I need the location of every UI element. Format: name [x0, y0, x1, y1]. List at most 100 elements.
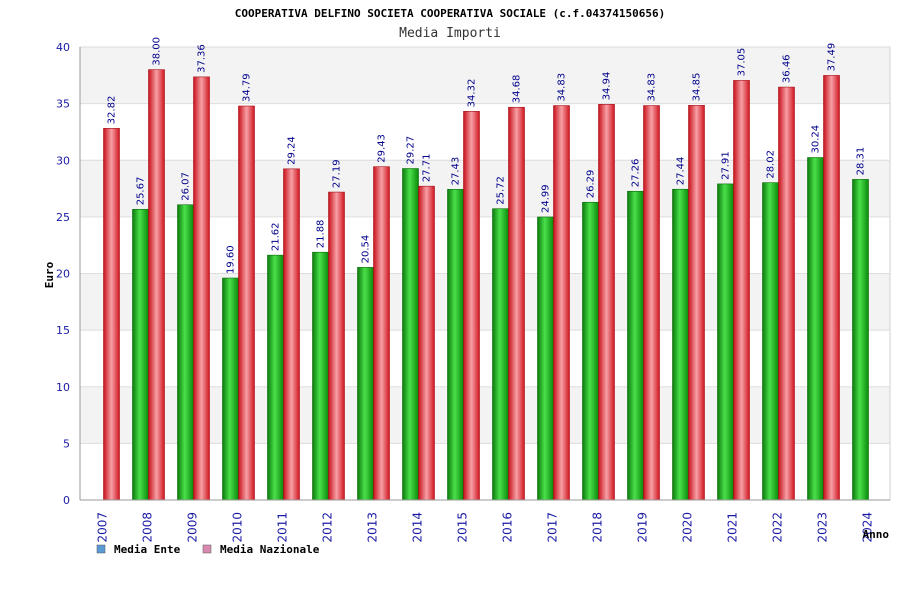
data-label: 32.82: [107, 96, 118, 125]
data-label: 29.27: [406, 136, 417, 165]
bar-media-ente: [312, 251, 329, 501]
bar-media-nazionale: [463, 111, 480, 501]
plot-band: [80, 216, 890, 274]
bar-media-nazionale: [733, 80, 750, 501]
x-tick-label: 2017: [546, 512, 560, 543]
x-tick-label: 2023: [816, 512, 830, 543]
x-tick-label: 2010: [231, 512, 245, 543]
plot-band: [80, 443, 890, 500]
y-axis-label: Euro: [43, 261, 56, 288]
bar-media-nazionale: [553, 105, 570, 501]
data-label: 21.62: [271, 223, 282, 252]
data-label: 26.29: [586, 170, 597, 199]
bar-media-ente: [357, 267, 374, 501]
y-tick-label: 35: [56, 98, 70, 111]
data-label: 27.91: [721, 151, 732, 180]
bar-media-nazionale: [508, 106, 525, 501]
data-label: 34.68: [512, 75, 523, 104]
plot-band: [80, 330, 890, 387]
y-tick-label: 30: [56, 154, 70, 167]
bar-media-ente: [762, 182, 779, 501]
x-tick-label: 2007: [96, 512, 110, 543]
data-label: 27.44: [676, 157, 687, 186]
y-tick-label: 10: [56, 381, 70, 394]
bar-media-ente: [717, 183, 734, 501]
bar-media-ente: [807, 157, 824, 501]
bar-media-nazionale: [238, 105, 255, 501]
y-tick-label: 25: [56, 211, 70, 224]
chart-subtitle: Media Importi: [399, 26, 501, 41]
plot-band: [80, 47, 890, 104]
data-label: 36.46: [782, 54, 793, 83]
data-label: 34.32: [467, 79, 478, 108]
x-tick-label: 2024: [861, 512, 875, 543]
bar-media-ente: [492, 208, 509, 501]
data-label: 25.72: [496, 176, 507, 205]
y-axis: 0 5 10 15 20 25 30 35 40: [56, 41, 81, 507]
data-label: 27.43: [451, 157, 462, 186]
x-tick-label: 2013: [366, 512, 380, 543]
legend-label: Media Ente: [114, 543, 181, 556]
x-axis: 2007 2008 2009 2010 2011 2012 2013 2014 2015 2016…: [80, 499, 890, 543]
bar-media-ente: [177, 204, 194, 501]
legend-swatch: [202, 544, 212, 554]
y-tick-label: 0: [63, 494, 70, 507]
x-tick-label: 2020: [681, 512, 695, 543]
data-label: 27.71: [422, 154, 433, 183]
bar-media-ente: [627, 190, 644, 501]
data-label: 24.99: [541, 184, 552, 213]
data-label: 30.24: [811, 125, 822, 154]
data-label: 29.24: [287, 136, 298, 165]
data-label: 34.85: [692, 73, 703, 102]
bar-media-ente: [402, 168, 419, 501]
x-tick-label: 2021: [726, 512, 740, 543]
legend-swatch: [96, 544, 106, 554]
plot-band: [80, 273, 890, 331]
data-label: 28.02: [766, 150, 777, 179]
data-label: 38.00: [152, 37, 163, 66]
x-tick-label: 2009: [186, 512, 200, 543]
x-tick-label: 2022: [771, 512, 785, 543]
y-tick-label: 40: [56, 41, 70, 54]
plot-band: [80, 103, 890, 161]
bar-media-ente: [582, 201, 599, 501]
data-label: 34.83: [647, 73, 658, 102]
bar-media-nazionale: [193, 76, 210, 501]
bar-media-nazionale: [778, 86, 795, 501]
data-label: 26.07: [181, 172, 192, 201]
x-tick-label: 2011: [276, 512, 290, 543]
data-label: 34.79: [242, 73, 253, 102]
bar-media-nazionale: [823, 75, 840, 501]
y-tick-label: 15: [56, 324, 70, 337]
x-tick-label: 2008: [141, 512, 155, 543]
data-label: 29.43: [377, 134, 388, 163]
legend-label: Media Nazionale: [220, 543, 320, 556]
data-label: 37.05: [737, 48, 748, 77]
bar-media-ente: [852, 179, 869, 501]
bar-media-nazionale: [328, 191, 345, 501]
data-label: 25.67: [136, 177, 147, 206]
y-tick-label: 20: [56, 268, 70, 281]
bar-media-ente: [447, 189, 464, 501]
plot-background: [79, 46, 891, 501]
data-label: 28.31: [856, 147, 867, 176]
bar-media-nazionale: [418, 185, 435, 501]
y-tick-label: 5: [63, 437, 70, 450]
data-label: 21.88: [316, 220, 327, 249]
bar-media-nazionale: [103, 128, 120, 501]
plot-band: [80, 386, 890, 444]
bar-media-ente: [222, 277, 239, 501]
bar-media-ente: [537, 216, 554, 501]
bar-media-ente: [132, 208, 149, 501]
legend: Media Ente Media Nazionale: [96, 543, 320, 556]
bar-media-nazionale: [283, 168, 300, 501]
data-label: 19.60: [226, 245, 237, 274]
bar-media-nazionale: [643, 105, 660, 501]
data-label: 37.36: [197, 44, 208, 73]
x-tick-label: 2012: [321, 512, 335, 543]
plot-band: [80, 160, 890, 217]
x-tick-label: 2014: [411, 512, 425, 543]
bar-media-nazionale: [373, 166, 390, 501]
x-tick-label: 2018: [591, 512, 605, 543]
